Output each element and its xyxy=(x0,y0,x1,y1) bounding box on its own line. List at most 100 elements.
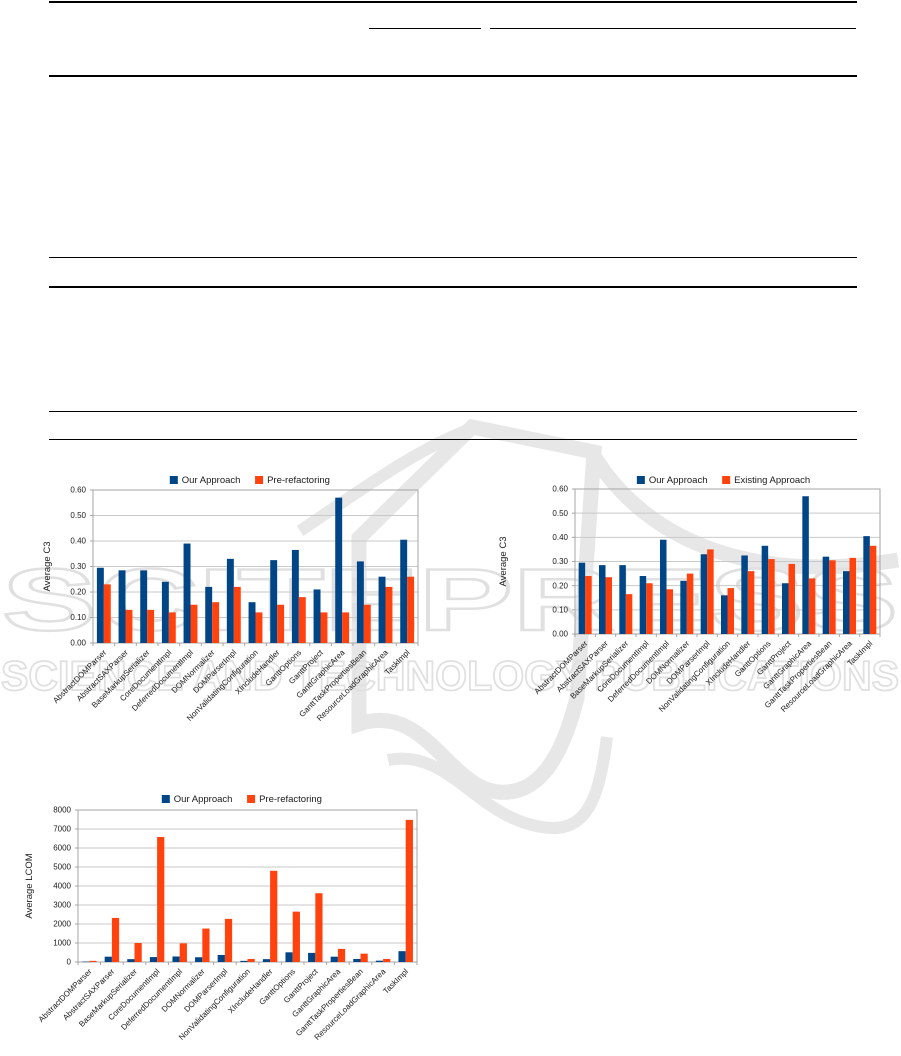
bar xyxy=(147,609,155,643)
table-rule-cmid-left xyxy=(369,28,481,30)
bar xyxy=(680,580,687,634)
watermark-subtitle-text: SCIENCE AND TECHNOLOGY PUBLICATIONS xyxy=(1,652,899,699)
bar xyxy=(315,893,323,962)
bar xyxy=(578,562,586,634)
bar xyxy=(111,917,120,962)
bar xyxy=(157,836,165,962)
bar xyxy=(646,583,653,634)
table-rule-header xyxy=(49,75,857,77)
bar xyxy=(335,497,343,643)
bar xyxy=(639,576,647,634)
legend-swatch-icon xyxy=(161,795,170,803)
x-ticks xyxy=(574,634,881,637)
chart-c3-our-vs-prerefactoring: 0.00 0.10 0.20 0.30 0.40 0.50 0.60 AbstractDOMP… xyxy=(25,464,435,749)
bar xyxy=(103,584,111,643)
bar xyxy=(190,604,198,643)
bar xyxy=(707,549,714,634)
y-tick-label: 0.50 xyxy=(70,511,86,520)
legend-swatch-icon xyxy=(255,476,264,484)
legend-label: Our Approach xyxy=(174,794,233,805)
bar xyxy=(802,496,809,634)
x-category-labels: AbstractDOMParserAbstractSAXParserBaseMa… xyxy=(37,967,411,1042)
bar xyxy=(363,604,371,643)
y-tick-label: 0.00 xyxy=(552,630,568,639)
legend: Our Approach Existing Approach xyxy=(636,475,810,486)
bar xyxy=(292,911,300,962)
bar xyxy=(378,576,386,643)
bar xyxy=(375,960,384,962)
bar xyxy=(400,539,408,643)
bar xyxy=(808,578,816,634)
bar xyxy=(320,612,328,643)
scitepress-logo-icon xyxy=(296,418,900,835)
bar xyxy=(205,586,213,643)
table-rule-top xyxy=(49,1,857,4)
bar xyxy=(161,581,169,643)
bar-chart-svg: 0.00 0.10 0.20 0.30 0.40 0.50 0.60 AbstractDOMP… xyxy=(42,475,419,723)
bar xyxy=(385,586,393,643)
y-axis-title: Average C3 xyxy=(42,542,53,592)
y-axis-title: Average LCOM xyxy=(24,853,35,918)
bar xyxy=(659,539,667,634)
bar xyxy=(298,597,306,643)
bar xyxy=(666,589,674,634)
bar xyxy=(195,957,203,962)
bar xyxy=(842,571,850,634)
legend-label: Our Approach xyxy=(182,475,241,486)
legend-swatch-icon xyxy=(169,476,178,484)
bar xyxy=(768,559,775,634)
bar xyxy=(96,567,104,643)
bar xyxy=(255,612,263,643)
bar xyxy=(625,594,633,634)
y-tick-label: 6000 xyxy=(53,844,71,853)
bar xyxy=(398,951,406,962)
bar xyxy=(747,571,755,634)
bar xyxy=(342,612,350,643)
bar xyxy=(270,870,278,962)
bar xyxy=(686,573,694,634)
y-tick-label: 0.30 xyxy=(70,562,86,571)
table-rule-bottom xyxy=(49,257,857,259)
bar xyxy=(89,960,97,962)
y-tick-label: 0.60 xyxy=(552,485,568,494)
bar xyxy=(313,589,321,643)
bar xyxy=(605,577,613,634)
y-tick-label: 0.00 xyxy=(70,639,86,648)
bar xyxy=(202,928,210,962)
bar xyxy=(240,960,248,962)
bar xyxy=(353,958,361,962)
bar xyxy=(727,588,735,634)
legend-label: Our Approach xyxy=(649,475,708,486)
legend-label: Pre-refactoring xyxy=(259,794,322,805)
bar xyxy=(179,943,187,962)
bars xyxy=(578,496,877,634)
bar xyxy=(277,604,285,643)
bar xyxy=(127,959,135,962)
bar xyxy=(285,952,293,962)
y-tick-label: 0.20 xyxy=(70,588,86,597)
x-category-labels: AbstractDOMParserAbstractSAXParserBaseMa… xyxy=(533,639,875,714)
bar xyxy=(356,561,364,643)
table-rule-cmid-right xyxy=(490,28,856,30)
bar xyxy=(140,570,148,643)
bar xyxy=(248,602,256,643)
chart-lcom-our-vs-prerefactoring: 0 1000 2000 3000 4000 5000 6000 7000 8000 Abstrac… xyxy=(18,786,438,1056)
bar xyxy=(598,565,606,634)
bar xyxy=(330,956,338,962)
bar xyxy=(829,560,836,634)
bars xyxy=(82,819,413,963)
bars xyxy=(96,497,415,643)
bar xyxy=(104,956,112,962)
legend: Our Approach Pre-refactoring xyxy=(169,475,330,486)
bar-chart-svg: 0 1000 2000 3000 4000 5000 6000 7000 8000 Abstrac… xyxy=(24,794,418,1042)
y-tick-label: 0 xyxy=(67,958,72,967)
bar xyxy=(741,555,748,634)
bar xyxy=(118,570,126,643)
bar xyxy=(82,961,90,963)
legend-label: Existing Approach xyxy=(734,475,810,486)
bar xyxy=(291,549,299,643)
bar xyxy=(262,959,271,962)
bar xyxy=(407,576,415,643)
bar xyxy=(869,545,877,634)
